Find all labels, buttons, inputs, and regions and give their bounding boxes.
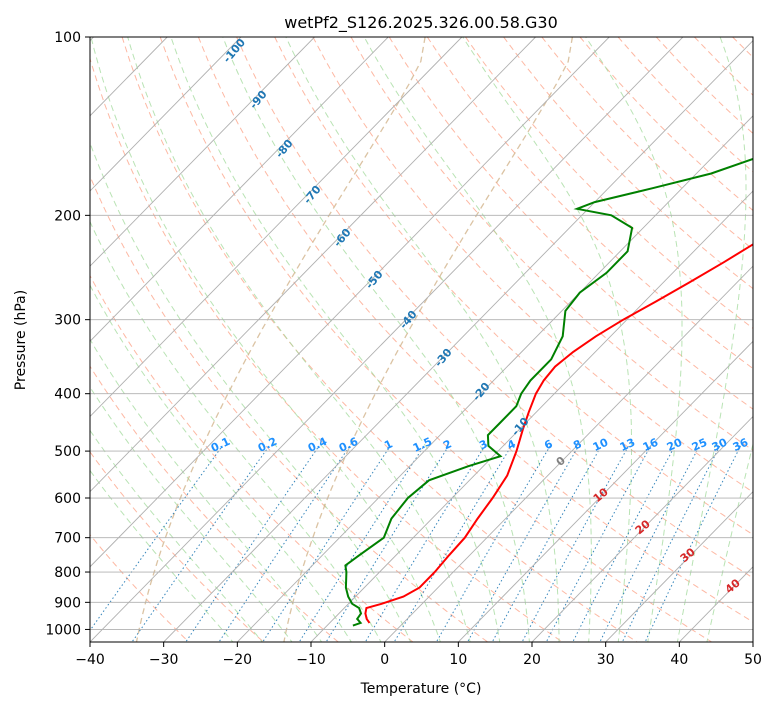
moist-adiabat-label: 0	[554, 454, 568, 469]
dry-adiabat-line	[0, 37, 341, 644]
chart-title: wetPf2_S126.2025.326.00.58.G30	[284, 13, 558, 33]
dry-adiabat-line	[733, 37, 775, 644]
mixing-ratio-line	[217, 446, 349, 645]
x-tick-label: 20	[523, 652, 541, 668]
y-tick-label: 1000	[45, 622, 81, 638]
dry-adiabat-line	[771, 37, 775, 644]
x-tick-label: 30	[597, 652, 615, 668]
mixing-ratio-label: 1.5	[411, 435, 434, 455]
isotherm-line	[530, 37, 775, 644]
mixing-ratio-line	[644, 446, 741, 645]
moist-adiabat-line	[7, 37, 353, 644]
y-tick-label: 500	[54, 444, 81, 460]
moist-adiabat-line	[0, 37, 294, 644]
x-tick-label: 0	[380, 652, 389, 668]
isotherm-label: -30	[432, 346, 455, 370]
mixing-ratio-line	[466, 446, 579, 645]
dry-adiabat-line	[427, 37, 775, 644]
x-tick-label: 10	[449, 652, 467, 668]
x-tick-label: −10	[296, 652, 326, 668]
y-tick-label: 800	[54, 565, 81, 581]
isotherm-label: -50	[363, 268, 386, 292]
isotherm-label: -40	[397, 308, 420, 332]
mixing-ratio-label: 1	[382, 437, 394, 452]
moist-adiabat-line	[0, 37, 323, 644]
dry-adiabat-line	[694, 37, 775, 644]
y-tick-label: 100	[54, 30, 81, 46]
plot-frame	[90, 37, 753, 642]
x-tick-label: −30	[149, 652, 179, 668]
y-tick-label: 400	[54, 387, 81, 403]
mixing-ratio-label: 6	[542, 437, 555, 452]
moist-adiabat-label: 30	[678, 545, 698, 565]
y-tick-label: 600	[54, 491, 81, 507]
y-tick-label: 700	[54, 531, 81, 547]
isotherm-label: -90	[247, 88, 270, 112]
mixing-ratio-line	[572, 446, 675, 645]
reference-curve	[283, 37, 572, 644]
isotherm-line	[0, 37, 315, 644]
dry-adiabat-line	[160, 37, 716, 644]
x-tick-label: −40	[75, 652, 105, 668]
x-tick-label: −20	[223, 652, 253, 668]
isotherm-line	[0, 37, 241, 644]
moist-adiabat-line	[0, 37, 235, 644]
dry-adiabat-line	[8, 37, 417, 644]
mixing-ratio-label: 0.1	[209, 435, 232, 455]
isotherm-line	[0, 37, 536, 644]
dry-adiabat-line	[542, 37, 775, 644]
moist-adiabat-label: 20	[633, 517, 653, 537]
mixing-ratio-line	[364, 446, 485, 645]
y-tick-label: 300	[54, 313, 81, 329]
dry-adiabat-line	[351, 37, 775, 644]
isotherm-line	[14, 37, 609, 644]
dry-adiabat-line	[0, 37, 266, 644]
moist-adiabat-label: 10	[591, 485, 611, 505]
reference-curve	[136, 37, 425, 644]
mixing-ratio-label: 0.4	[306, 435, 329, 455]
x-axis-label: Temperature (°C)	[360, 681, 482, 697]
mixing-ratio-line	[184, 446, 319, 645]
isotherm-label: -100	[220, 36, 248, 66]
isotherm-label: -10	[509, 415, 532, 439]
isotherm-line	[161, 37, 756, 644]
mixing-ratio-label: 2	[441, 437, 453, 452]
temperature-profile-line	[365, 37, 775, 623]
dry-adiabat-line	[389, 37, 775, 644]
mixing-ratio-line	[261, 446, 390, 645]
isotherm-line	[751, 37, 775, 644]
dry-adiabat-line	[618, 37, 775, 644]
moist-adiabat-line	[286, 37, 559, 644]
mixing-ratio-label: 0.6	[337, 435, 360, 455]
isotherm-label: -70	[301, 183, 324, 207]
y-axis-label: Pressure (hPa)	[13, 290, 29, 390]
isotherm-label: -80	[273, 137, 296, 161]
y-tick-label: 900	[54, 595, 81, 611]
isotherm-line	[0, 37, 462, 644]
mixing-ratio-line	[599, 446, 700, 645]
isotherm-label: -20	[470, 380, 493, 404]
mixing-ratio-line	[521, 446, 629, 645]
moist-adiabat-line	[91, 37, 441, 644]
dry-adiabat-line	[122, 37, 641, 644]
moist-adiabat-label: 40	[723, 576, 743, 596]
x-tick-label: 50	[744, 652, 762, 668]
y-tick-label: 200	[54, 208, 81, 224]
dry-adiabat-line	[504, 37, 775, 644]
mixing-ratio-label: 0.2	[256, 435, 279, 455]
mixing-ratio-line	[393, 446, 512, 645]
dry-adiabat-line	[46, 37, 491, 644]
moist-adiabat-line	[32, 37, 383, 644]
x-tick-label: 40	[670, 652, 688, 668]
mixing-ratio-line	[130, 446, 269, 645]
isotherm-line	[88, 37, 683, 644]
isotherm-line	[309, 37, 775, 644]
